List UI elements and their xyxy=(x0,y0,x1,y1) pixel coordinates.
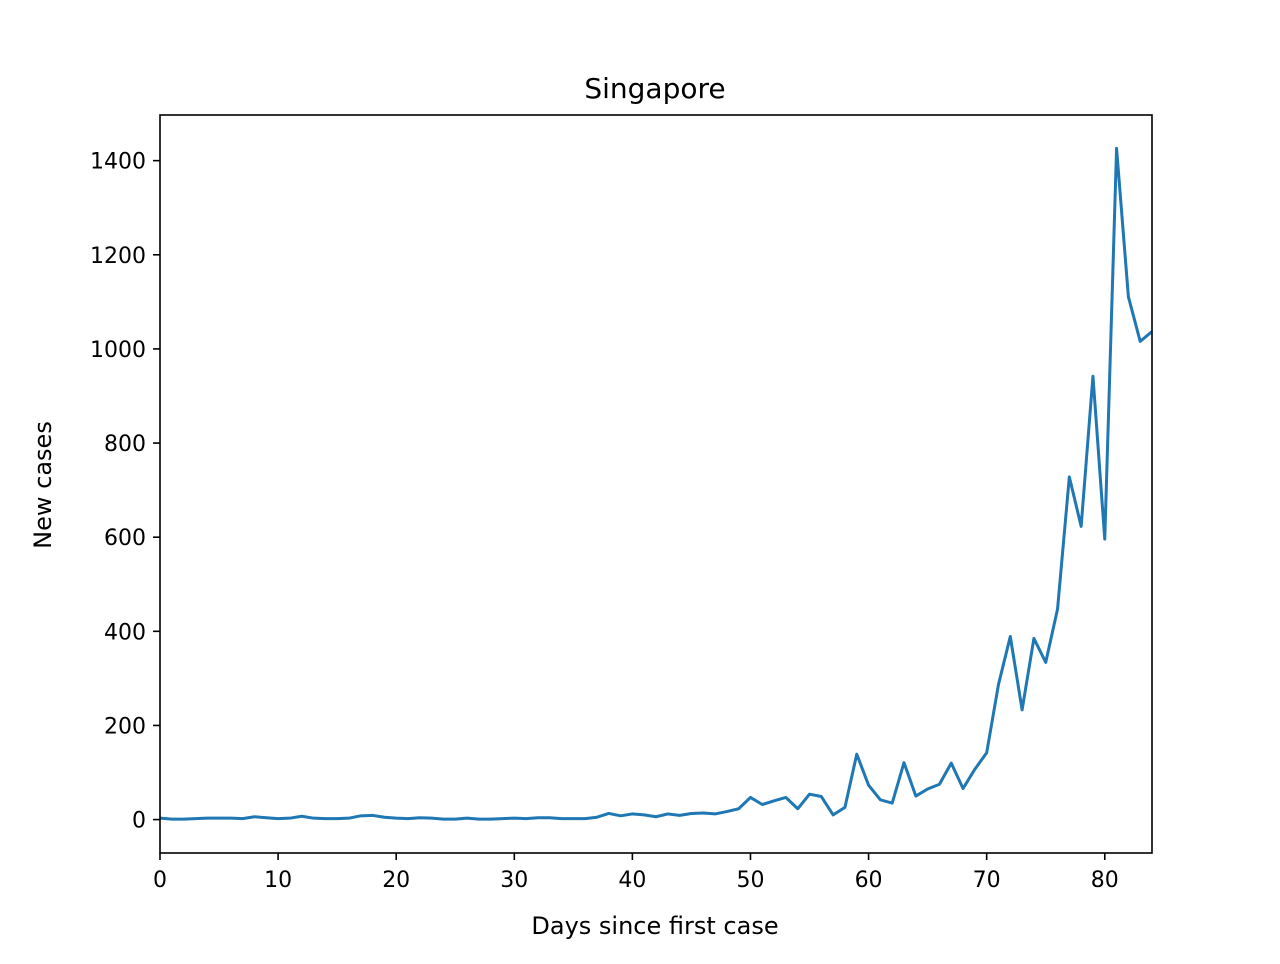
y-tick-label: 200 xyxy=(104,714,146,739)
x-tick-label: 30 xyxy=(500,868,528,893)
y-tick-label: 400 xyxy=(104,620,146,645)
x-axis-label: Days since first case xyxy=(531,912,778,940)
y-axis-label: New cases xyxy=(29,421,57,549)
x-tick-label: 20 xyxy=(382,868,410,893)
chart-title: Singapore xyxy=(584,72,725,105)
series-line-0 xyxy=(160,146,1152,821)
x-tick-label: 40 xyxy=(618,868,646,893)
y-tick-label: 1200 xyxy=(90,244,146,269)
x-tick-label: 70 xyxy=(973,868,1001,893)
axes-frame xyxy=(159,114,1153,854)
plot-area xyxy=(159,114,1153,854)
y-tick-label: 600 xyxy=(104,526,146,551)
y-tick-label: 0 xyxy=(132,809,146,834)
x-axis-ticks: 0 10 20 30 40 50 60 70 80 xyxy=(153,853,1119,893)
y-axis-ticks: 0 200 400 600 800 1000 1200 1400 xyxy=(90,150,160,834)
x-tick-label: 60 xyxy=(855,868,883,893)
x-tick-label: 0 xyxy=(153,868,167,893)
x-tick-label: 50 xyxy=(736,868,764,893)
y-tick-label: 1000 xyxy=(90,338,146,363)
x-tick-label: 80 xyxy=(1091,868,1119,893)
y-tick-label: 800 xyxy=(104,432,146,457)
x-tick-label: 10 xyxy=(264,868,292,893)
y-tick-label: 1400 xyxy=(90,150,146,175)
